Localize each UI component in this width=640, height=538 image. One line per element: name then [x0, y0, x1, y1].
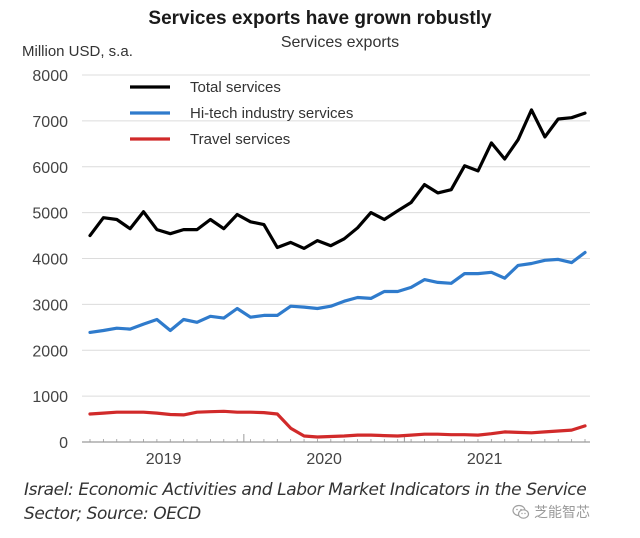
y-tick-label: 1000	[32, 389, 68, 406]
legend-label: Hi-tech industry services	[190, 105, 353, 122]
y-tick-label: 3000	[32, 297, 68, 314]
x-tick-label: 2020	[306, 451, 342, 468]
y-tick-labels: 0 1000 2000 3000 4000 5000 6000 7000 8000	[32, 68, 68, 452]
caption-line-1: Israel: Economic Activities and Labor Ma…	[24, 480, 587, 500]
series-line-total-services	[88, 108, 587, 250]
y-tick-label: 5000	[32, 206, 68, 223]
y-axis-label: Million USD, s.a.	[22, 43, 133, 60]
gridlines	[82, 74, 590, 397]
series-lines	[88, 108, 587, 439]
series-line-hi-tech-industry-services	[88, 250, 587, 334]
x-tick-label: 2019	[146, 451, 182, 468]
figure-caption: Israel: Economic Activities and Labor Ma…	[24, 478, 624, 526]
y-tick-label: 6000	[32, 160, 68, 177]
series-line-travel-services	[88, 409, 587, 439]
y-tick-label: 8000	[32, 68, 68, 85]
x-tick-labels: 2019 2020 2021	[146, 451, 503, 468]
wechat-icon	[512, 504, 530, 520]
x-tick-label: 2021	[467, 451, 503, 468]
chart-subtitle: Services exports	[280, 34, 400, 51]
y-tick-label: 0	[59, 435, 68, 452]
legend-label: Total services	[190, 79, 281, 96]
watermark-text: 芝能智芯	[534, 504, 590, 520]
legend-label: Travel services	[190, 131, 290, 148]
y-tick-label: 7000	[32, 114, 68, 131]
chart-title: Services exports have grown robustly	[148, 8, 492, 29]
x-axis	[82, 434, 590, 443]
watermark: 芝能智芯	[512, 502, 590, 522]
y-tick-label: 4000	[32, 252, 68, 269]
y-tick-label: 2000	[32, 343, 68, 360]
caption-line-2: Sector; Source: OECD	[24, 504, 201, 524]
legend: Total services Hi-tech industry services T…	[130, 79, 353, 148]
